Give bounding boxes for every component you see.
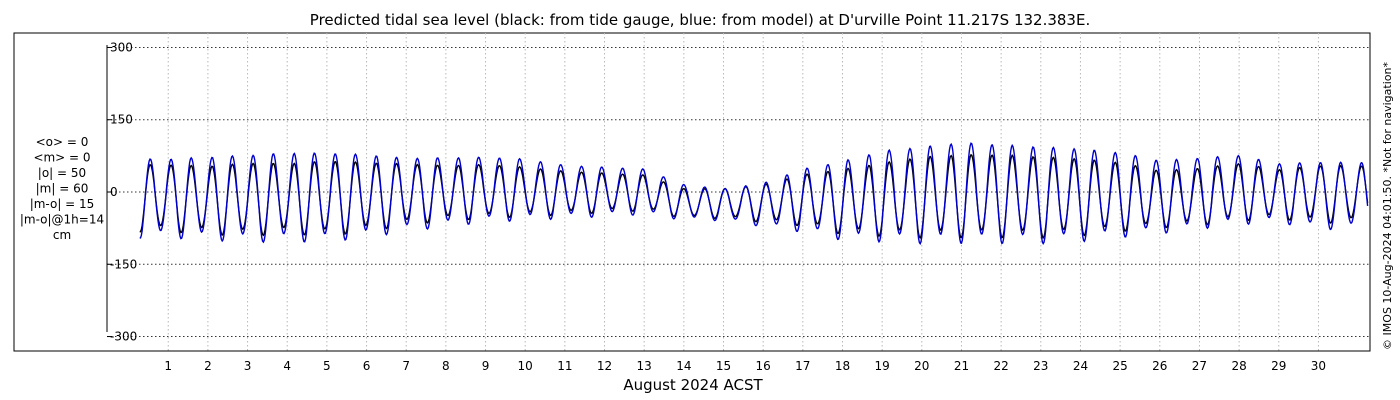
x-tick-label: 26: [1152, 359, 1167, 373]
stat-line: |m-o|@1h=14: [20, 213, 104, 227]
x-tick-label: 6: [363, 359, 371, 373]
y-tick-label: 150: [110, 113, 133, 127]
x-axis-ticks: 1 2 3 4 5 6 7 8 9 10 11 12 13 14 15 16 17 18 19 20 21 22 23 24 2…: [164, 359, 1326, 373]
stat-line: <m> = 0: [33, 151, 90, 165]
y-tick-label: -300: [110, 330, 137, 344]
x-tick-label: 21: [954, 359, 969, 373]
x-tick-label: 1: [164, 359, 172, 373]
stat-line: |o| = 50: [38, 166, 86, 180]
x-tick-label: 4: [283, 359, 291, 373]
x-tick-label: 2: [204, 359, 212, 373]
x-tick-label: 29: [1271, 359, 1286, 373]
x-tick-label: 24: [1073, 359, 1088, 373]
x-tick-label: 20: [914, 359, 929, 373]
x-tick-label: 7: [402, 359, 410, 373]
x-tick-label: 28: [1231, 359, 1246, 373]
x-tick-label: 25: [1112, 359, 1127, 373]
x-tick-label: 19: [875, 359, 890, 373]
x-tick-label: 30: [1311, 359, 1326, 373]
plot-frame: [13, 32, 1371, 352]
credit-text: © IMOS 10-Aug-2024 04:01:50. *Not for na…: [1381, 62, 1394, 350]
x-tick-label: 5: [323, 359, 331, 373]
stat-line: <o> = 0: [36, 135, 89, 149]
x-tick-label: 15: [716, 359, 731, 373]
y-tick-label: 0: [110, 185, 118, 199]
y-tick-label: 300: [110, 40, 133, 54]
x-tick-label: 14: [676, 359, 691, 373]
stats-box: <o> = 0 <m> = 0|o| = 50 |m| = 60|m-o| = 15…: [20, 135, 104, 242]
series-line-1: [139, 142, 1369, 246]
y-tick-label: -150: [110, 257, 137, 271]
stat-line: cm: [53, 228, 71, 242]
x-tick-label: 27: [1192, 359, 1207, 373]
vertical-grid: [167, 33, 1319, 351]
horizontal-grid: [107, 46, 1370, 338]
x-tick-label: 10: [518, 359, 533, 373]
x-tick-label: 8: [442, 359, 450, 373]
x-tick-label: 16: [756, 359, 771, 373]
x-tick-label: 22: [993, 359, 1008, 373]
x-axis-label: August 2024 ACST: [623, 376, 763, 394]
x-tick-label: 18: [835, 359, 850, 373]
chart-title: Predicted tidal sea level (black: from t…: [310, 11, 1090, 29]
x-tick-label: 23: [1033, 359, 1048, 373]
x-tick-label: 13: [637, 359, 652, 373]
series-line-0: [139, 153, 1369, 240]
x-tick-label: 12: [597, 359, 612, 373]
x-tick-label: 11: [557, 359, 572, 373]
x-tick-label: 17: [795, 359, 810, 373]
stat-line: |m| = 60: [36, 182, 89, 196]
series-group: [139, 142, 1369, 246]
y-axis-ticks: 300 150 0 -150 -300: [107, 40, 137, 344]
stat-line: |m-o| = 15: [30, 197, 95, 211]
x-tick-label: 9: [482, 359, 490, 373]
x-tick-label: 3: [244, 359, 252, 373]
